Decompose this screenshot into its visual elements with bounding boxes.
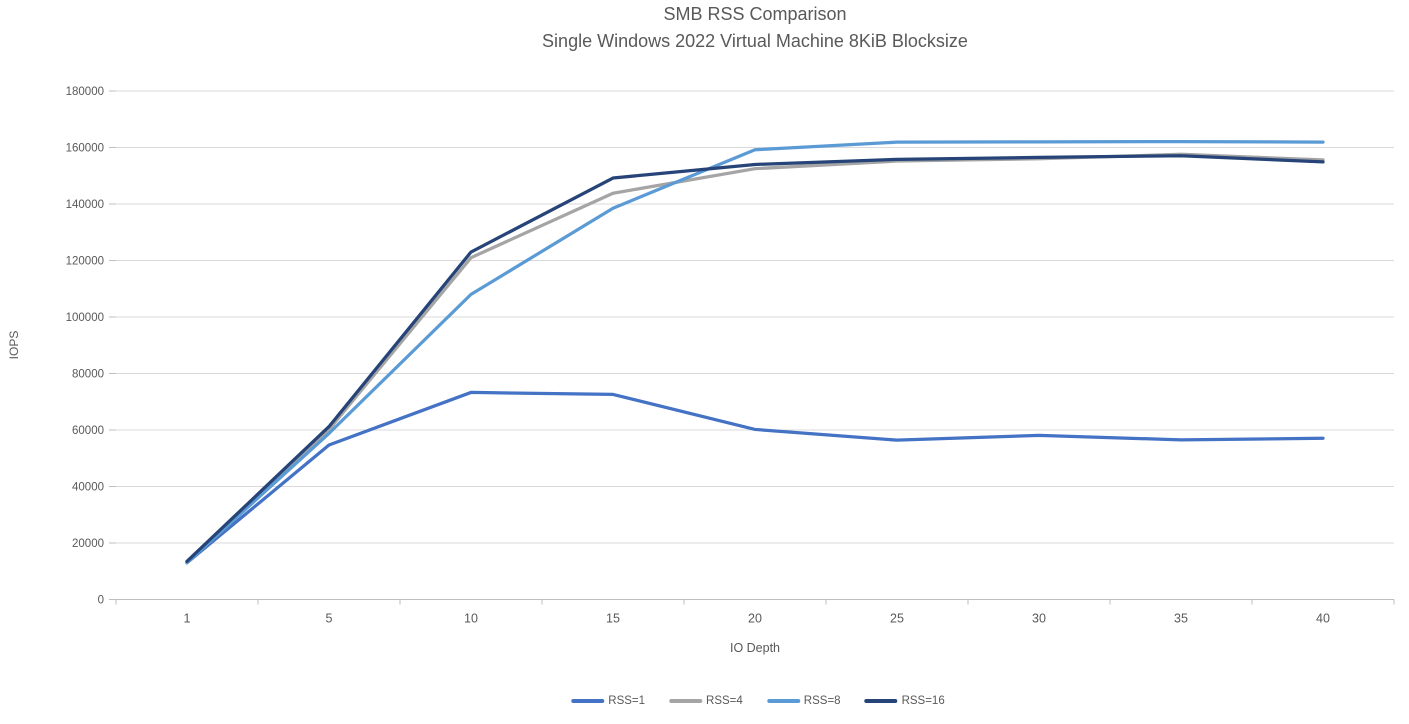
legend-swatch: [669, 699, 703, 703]
x-tick-label: 5: [326, 612, 333, 626]
y-tick-label: 160000: [66, 143, 104, 155]
x-tick-label: 15: [606, 612, 620, 626]
y-tick-label: 100000: [66, 312, 104, 324]
x-tick-label: 1: [184, 612, 191, 626]
x-tick-label: 20: [748, 612, 762, 626]
legend-label: RSS=1: [608, 695, 646, 707]
legend-swatch: [571, 699, 605, 703]
chart-title: SMB RSS Comparison: [663, 4, 847, 24]
y-tick-label: 40000: [72, 482, 104, 494]
plot-area: 0 20000 40000 60000 80000 100000 120000 140000 1…: [66, 86, 1395, 626]
legend-item-rss-4: RSS=4: [669, 695, 743, 707]
legend-label: RSS=8: [803, 695, 841, 707]
legend-label: RSS=4: [706, 695, 743, 707]
legend-label: RSS=16: [901, 695, 945, 707]
series-line-rss-1: [185, 390, 1325, 565]
legend-swatch: [766, 699, 800, 703]
chart-subtitle: Single Windows 2022 Virtual Machine 8KiB…: [542, 31, 968, 51]
series-line-rss-16: [185, 154, 1325, 563]
legend-swatch: [864, 699, 898, 703]
y-tick-label: 20000: [72, 538, 104, 550]
y-tick-label: 120000: [66, 256, 104, 268]
series-line-rss-4: [185, 152, 1325, 564]
chart-legend: RSS=1 RSS=4 RSS=8 RSS=16: [571, 695, 945, 707]
y-axis-title: IOPS: [7, 330, 21, 360]
y-tick-label: 60000: [72, 425, 104, 437]
x-tick-label: 10: [464, 612, 478, 626]
x-tick-label: 40: [1316, 612, 1330, 626]
y-tick-label: 80000: [72, 369, 104, 381]
y-tick-label: 180000: [66, 86, 104, 98]
x-tick-label: 25: [890, 612, 904, 626]
legend-item-rss-16: RSS=16: [864, 695, 945, 707]
x-axis-title: IO Depth: [729, 641, 781, 655]
series-line-rss-8: [185, 139, 1325, 565]
legend-item-rss-1: RSS=1: [571, 695, 645, 707]
legend-item-rss-8: RSS=8: [766, 695, 841, 707]
y-tick-label: 140000: [66, 199, 104, 211]
x-tick-label: 35: [1174, 612, 1188, 626]
y-tick-label: 0: [98, 595, 104, 607]
x-tick-label: 30: [1032, 612, 1046, 626]
